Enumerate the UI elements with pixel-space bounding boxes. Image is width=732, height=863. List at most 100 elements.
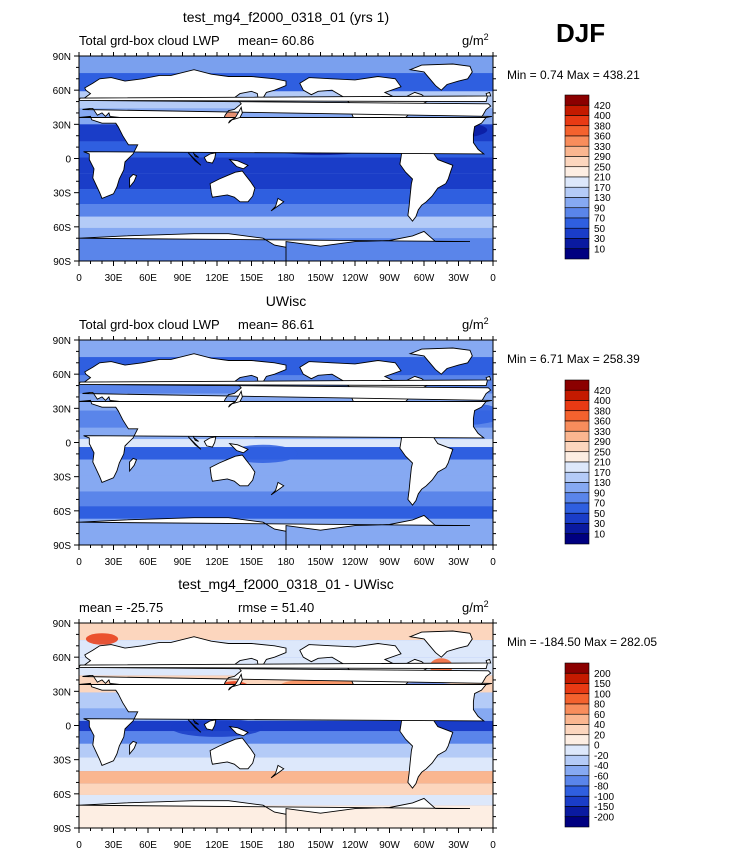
colorbar-box	[564, 248, 590, 260]
lon-tick-label: 90W	[379, 557, 400, 568]
land-mass	[129, 740, 138, 756]
colorbar-box	[564, 533, 590, 545]
lon-tick-label: 120E	[205, 840, 229, 851]
colorbar-box	[564, 186, 590, 198]
land-mass	[228, 725, 249, 737]
colorbar-level: 420	[594, 386, 611, 397]
lon-tick-label: 90E	[174, 840, 192, 851]
land-mass	[408, 347, 473, 375]
colorbar-box	[564, 754, 590, 766]
colorbar-box	[564, 430, 590, 442]
colorbar-box	[564, 410, 590, 422]
season-label: DJF	[556, 18, 606, 48]
colorbar-level: 10	[594, 529, 606, 540]
colorbar-level: 360	[594, 417, 611, 428]
colorbar-level: 130	[594, 193, 611, 204]
colorbar-box	[564, 816, 590, 828]
colorbar-box	[564, 523, 590, 535]
colorbar-level: 90	[594, 488, 606, 499]
land-mass	[228, 105, 243, 124]
colorbar-level: -20	[594, 751, 609, 762]
colorbar-level: -80	[594, 782, 609, 793]
colorbar-box	[564, 197, 590, 209]
min-max-label: Min = -184.50 Max = 282.05	[507, 635, 657, 649]
lat-tick-label: 90S	[53, 257, 71, 268]
lat-tick-label: 30S	[53, 189, 71, 200]
colorbar-box	[564, 227, 590, 239]
colorbar-box	[564, 785, 590, 797]
land-mass	[187, 719, 202, 733]
lon-tick-label: 0	[490, 273, 496, 284]
chart-stat: mean= 86.61	[238, 317, 314, 332]
lon-tick-label: 120W	[342, 557, 369, 568]
lat-tick-label: 90S	[53, 541, 71, 552]
lat-tick-label: 60S	[53, 507, 71, 518]
lon-tick-label: 60E	[139, 557, 157, 568]
colorbar-box	[564, 795, 590, 807]
colorbar-level: 400	[594, 111, 611, 122]
lon-tick-label: 0	[76, 557, 82, 568]
units-base: g/m	[462, 317, 484, 332]
zonal-band	[79, 743, 493, 758]
colorbar-box	[564, 217, 590, 229]
colorbar-level: 170	[594, 183, 611, 194]
colorbar-level: 50	[594, 509, 606, 520]
lon-tick-label: 180	[278, 273, 295, 284]
lon-tick-label: 150W	[307, 557, 334, 568]
zonal-band	[79, 216, 493, 228]
lat-tick-label: 30N	[53, 687, 71, 698]
zonal-band	[79, 157, 493, 174]
colorbar-level: 250	[594, 447, 611, 458]
chart-left-label: Total grd-box cloud LWP	[79, 317, 220, 332]
lon-tick-label: 150E	[240, 840, 264, 851]
colorbar-level: 90	[594, 203, 606, 214]
lat-tick-label: 60N	[53, 86, 71, 97]
lon-tick-label: 120E	[205, 273, 229, 284]
lat-tick-label: 30N	[53, 120, 71, 131]
lon-tick-label: 60E	[139, 840, 157, 851]
min-max-label: Min = 0.74 Max = 438.21	[507, 68, 640, 82]
lon-tick-label: 0	[76, 840, 82, 851]
land-mass	[270, 764, 285, 779]
colorbar-level: 70	[594, 214, 606, 225]
lat-tick-label: 90N	[53, 336, 71, 347]
zonal-band	[79, 720, 493, 732]
colorbar-level: 360	[594, 132, 611, 143]
zonal-band	[79, 173, 493, 190]
land-mass	[129, 173, 138, 189]
colorbar-level: -100	[594, 792, 614, 803]
zonal-band	[79, 204, 493, 217]
colorbar-level: 80	[594, 700, 606, 711]
colorbar-level: 10	[594, 244, 606, 255]
colorbar-box	[564, 492, 590, 504]
lon-tick-label: 150W	[307, 840, 334, 851]
colorbar-level: 20	[594, 730, 606, 741]
colorbar-box	[564, 724, 590, 736]
land-mass	[228, 442, 249, 454]
zonal-band	[79, 783, 493, 795]
zonal-band	[79, 731, 493, 744]
colorbar-box	[564, 683, 590, 695]
land-mass	[228, 158, 249, 170]
lon-tick-label: 120E	[205, 557, 229, 568]
lat-tick-label: 30N	[53, 404, 71, 415]
land-mass	[270, 481, 285, 496]
colorbar-box	[564, 734, 590, 746]
land-mass	[399, 145, 454, 222]
colorbar-box	[564, 104, 590, 116]
lon-tick-label: 30W	[448, 273, 469, 284]
colorbar-level: 290	[594, 437, 611, 448]
land-mass	[209, 454, 256, 487]
colorbar-box	[564, 451, 590, 463]
lat-tick-label: 30S	[53, 756, 71, 767]
units-label: g/m2	[462, 316, 489, 332]
lon-tick-label: 0	[76, 273, 82, 284]
colorbar-level: 400	[594, 396, 611, 407]
colorbar-box	[564, 512, 590, 524]
colorbar-box	[564, 461, 590, 473]
colorbar-level: 100	[594, 689, 611, 700]
land-mass	[203, 719, 217, 731]
lon-tick-label: 30W	[448, 840, 469, 851]
colorbar-level: 380	[594, 406, 611, 417]
colorbar-box	[564, 502, 590, 514]
